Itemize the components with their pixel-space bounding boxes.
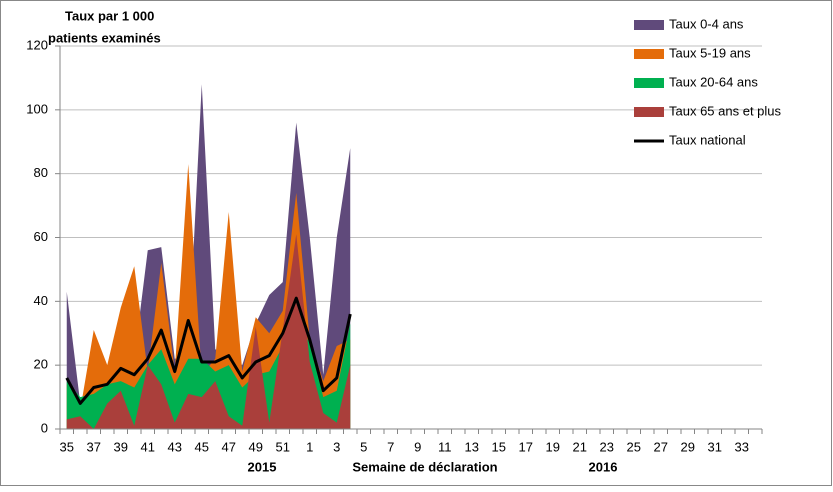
area <box>66 234 351 429</box>
x-tick-label: 25 <box>627 439 641 454</box>
x-tick-label: 13 <box>465 439 479 454</box>
line <box>65 296 352 405</box>
x-tick-label: 35 <box>60 439 74 454</box>
x-tick-label: 9 <box>414 439 421 454</box>
x-tick-label: 11 <box>438 439 452 454</box>
x-tick-label: 23 <box>600 439 614 454</box>
year-label: 2016 <box>589 459 618 474</box>
x-tick-label: 41 <box>141 439 155 454</box>
y-tick-label: 100 <box>26 101 48 116</box>
y-tick-label: 20 <box>34 357 48 372</box>
x-tick-label: 29 <box>681 439 695 454</box>
legend-swatch <box>634 107 664 117</box>
x-tick-label: 37 <box>87 439 101 454</box>
x-tick-label: 43 <box>168 439 182 454</box>
legend-label: Taux 65 ans et plus <box>669 103 782 118</box>
y-axis-title-line2: patients examinés <box>48 30 161 45</box>
y-tick-label: 60 <box>34 229 48 244</box>
legend-swatch <box>634 20 664 30</box>
x-tick-label: 1 <box>306 439 313 454</box>
x-tick-label: 33 <box>735 439 749 454</box>
x-tick-label: 31 <box>708 439 722 454</box>
x-tick-label: 21 <box>573 439 587 454</box>
y-tick-label: 40 <box>34 293 48 308</box>
legend-swatch <box>634 78 664 88</box>
x-tick-label: 49 <box>249 439 263 454</box>
x-tick-label: 47 <box>222 439 236 454</box>
x-tick-label: 7 <box>387 439 394 454</box>
legend-label: Taux 0-4 ans <box>669 16 744 31</box>
legend-swatch <box>634 49 664 59</box>
x-tick-label: 5 <box>360 439 367 454</box>
year-label: 2015 <box>248 459 277 474</box>
x-tick-label: 51 <box>276 439 290 454</box>
legend-label: Taux 5-19 ans <box>669 45 751 60</box>
x-tick-label: 39 <box>114 439 128 454</box>
y-tick-label: 120 <box>26 37 48 52</box>
x-tick-label: 3 <box>333 439 340 454</box>
x-tick-label: 15 <box>492 439 506 454</box>
y-axis-title-line1: Taux par 1 000 <box>65 8 154 23</box>
y-tick-label: 80 <box>34 165 48 180</box>
x-tick-label: 19 <box>546 439 560 454</box>
x-tick-label: 27 <box>654 439 668 454</box>
y-tick-label: 0 <box>41 420 48 435</box>
legend-label: Taux national <box>669 132 746 147</box>
x-axis-title: Semaine de déclaration <box>352 459 497 474</box>
x-tick-label: 17 <box>519 439 533 454</box>
legend-label: Taux 20-64 ans <box>669 74 758 89</box>
x-tick-label: 45 <box>195 439 209 454</box>
